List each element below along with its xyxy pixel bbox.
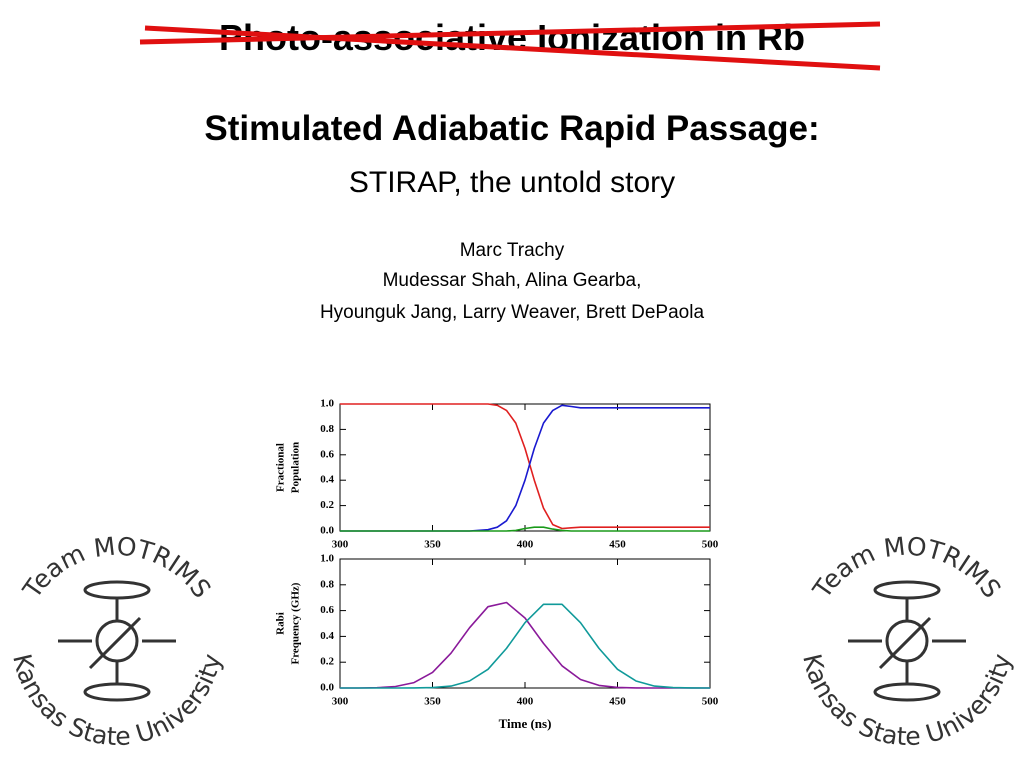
y-tick-label: 0.0 [320, 682, 334, 694]
y-tick-label: 0.2 [320, 656, 334, 668]
x-tick-label: 500 [702, 696, 719, 708]
x-tick-label: 450 [609, 539, 626, 551]
y-tick-label: 0.2 [320, 499, 334, 511]
y-tick-label: 0.4 [320, 474, 334, 486]
x-tick-label: 450 [609, 696, 626, 708]
y-axis-label: Population [290, 442, 302, 493]
strike-line [139, 21, 881, 45]
logo-top: Team MOTRIMS [807, 532, 1007, 605]
x-tick-label: 400 [517, 539, 534, 551]
logo [58, 580, 176, 702]
x-tick-label: 400 [517, 696, 534, 708]
y-axis-label: Fractional [275, 443, 287, 492]
y-axis-label: Rabi [275, 612, 287, 635]
x-tick-label: 350 [424, 696, 441, 708]
author: Marc Trachy [460, 240, 565, 261]
x-tick-label: 300 [332, 539, 349, 551]
y-tick-label: 0.0 [320, 525, 334, 537]
heading: Stimulated Adiabatic Rapid Passage: [204, 109, 819, 148]
series-line [340, 526, 710, 532]
y-tick-label: 0.8 [320, 578, 334, 590]
x-tick-label: 350 [424, 539, 441, 551]
y-tick-label: 0.4 [320, 630, 334, 642]
strike-line [144, 25, 881, 71]
x-tick-label: 500 [702, 539, 719, 551]
x-axis-label: Time (ns) [499, 716, 552, 731]
series-line [340, 603, 711, 689]
logo-text: Team MOTRIMS [17, 532, 217, 605]
series-line [340, 601, 710, 689]
y-tick-label: 0.6 [320, 448, 334, 460]
y-tick-label: 1.0 [320, 553, 334, 565]
y-axis-label: Frequency (GHz) [290, 582, 302, 664]
x-tick-label: 300 [332, 696, 349, 708]
plot-frame [339, 403, 711, 532]
author: Hyounguk Jang, Larry Weaver, Brett DePao… [320, 302, 705, 323]
series-line [340, 404, 710, 532]
subheading: STIRAP, the untold story [349, 166, 675, 199]
logo-text: Team MOTRIMS [807, 532, 1007, 605]
logo-top: Team MOTRIMS [17, 532, 217, 605]
author: Mudessar Shah, Alina Gearba, [383, 270, 642, 291]
series-line [340, 403, 710, 530]
y-tick-label: 0.6 [320, 604, 334, 616]
y-tick-label: 0.8 [320, 423, 334, 435]
y-tick-label: 1.0 [320, 398, 334, 410]
logo [848, 580, 966, 702]
